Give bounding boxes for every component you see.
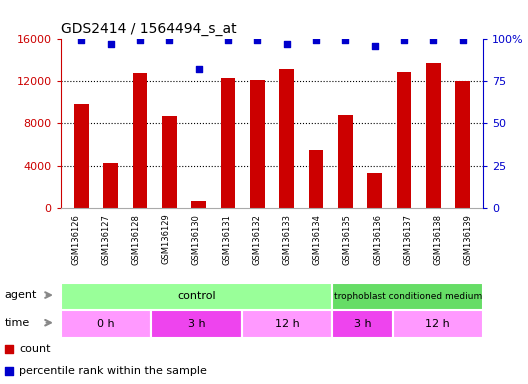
Text: time: time bbox=[5, 318, 30, 328]
Text: GSM136131: GSM136131 bbox=[222, 214, 231, 265]
Bar bbox=[151, 310, 242, 338]
Text: GSM136132: GSM136132 bbox=[252, 214, 261, 265]
Text: GSM136126: GSM136126 bbox=[71, 214, 80, 265]
Text: percentile rank within the sample: percentile rank within the sample bbox=[19, 366, 207, 376]
Text: 0 h: 0 h bbox=[97, 319, 115, 329]
Text: GSM136139: GSM136139 bbox=[464, 214, 473, 265]
Text: GSM136130: GSM136130 bbox=[192, 214, 201, 265]
Bar bbox=[191, 202, 206, 208]
Bar bbox=[393, 310, 483, 338]
Text: GSM136137: GSM136137 bbox=[403, 214, 412, 265]
Bar bbox=[332, 283, 483, 310]
Bar bbox=[332, 310, 393, 338]
Text: 12 h: 12 h bbox=[275, 319, 299, 329]
Text: 3 h: 3 h bbox=[187, 319, 205, 329]
Bar bbox=[397, 71, 411, 208]
Text: GSM136138: GSM136138 bbox=[433, 214, 442, 265]
Bar bbox=[455, 81, 470, 208]
Point bbox=[4, 368, 13, 374]
Bar bbox=[250, 80, 265, 208]
Text: 3 h: 3 h bbox=[354, 319, 371, 329]
Point bbox=[4, 346, 13, 352]
Point bbox=[106, 41, 115, 47]
Bar bbox=[242, 310, 332, 338]
Text: GSM136134: GSM136134 bbox=[313, 214, 322, 265]
Bar bbox=[103, 164, 118, 208]
Point bbox=[429, 37, 438, 43]
Bar bbox=[367, 173, 382, 208]
Bar bbox=[221, 78, 235, 208]
Point bbox=[282, 41, 291, 47]
Text: GSM136135: GSM136135 bbox=[343, 214, 352, 265]
Text: GSM136136: GSM136136 bbox=[373, 214, 382, 265]
Point bbox=[165, 37, 174, 43]
Text: count: count bbox=[19, 344, 50, 354]
Bar bbox=[74, 104, 89, 208]
Text: GSM136133: GSM136133 bbox=[282, 214, 291, 265]
Point bbox=[224, 37, 232, 43]
Bar bbox=[308, 150, 323, 208]
Text: GDS2414 / 1564494_s_at: GDS2414 / 1564494_s_at bbox=[61, 22, 237, 36]
Bar bbox=[279, 70, 294, 208]
Text: control: control bbox=[177, 291, 216, 301]
Text: 12 h: 12 h bbox=[426, 319, 450, 329]
Bar bbox=[133, 73, 147, 208]
Bar bbox=[338, 115, 353, 208]
Bar bbox=[426, 63, 440, 208]
Text: GSM136127: GSM136127 bbox=[101, 214, 110, 265]
Bar bbox=[61, 283, 332, 310]
Text: GSM136128: GSM136128 bbox=[131, 214, 140, 265]
Text: agent: agent bbox=[5, 290, 37, 300]
Bar bbox=[61, 310, 151, 338]
Bar bbox=[162, 116, 176, 208]
Point bbox=[77, 37, 86, 43]
Point bbox=[400, 37, 408, 43]
Point bbox=[253, 37, 261, 43]
Text: trophoblast conditioned medium: trophoblast conditioned medium bbox=[334, 292, 482, 301]
Text: GSM136129: GSM136129 bbox=[162, 214, 171, 265]
Point bbox=[194, 66, 203, 72]
Point bbox=[341, 37, 350, 43]
Point bbox=[458, 37, 467, 43]
Point bbox=[312, 37, 320, 43]
Point bbox=[370, 43, 379, 49]
Point bbox=[136, 37, 144, 43]
